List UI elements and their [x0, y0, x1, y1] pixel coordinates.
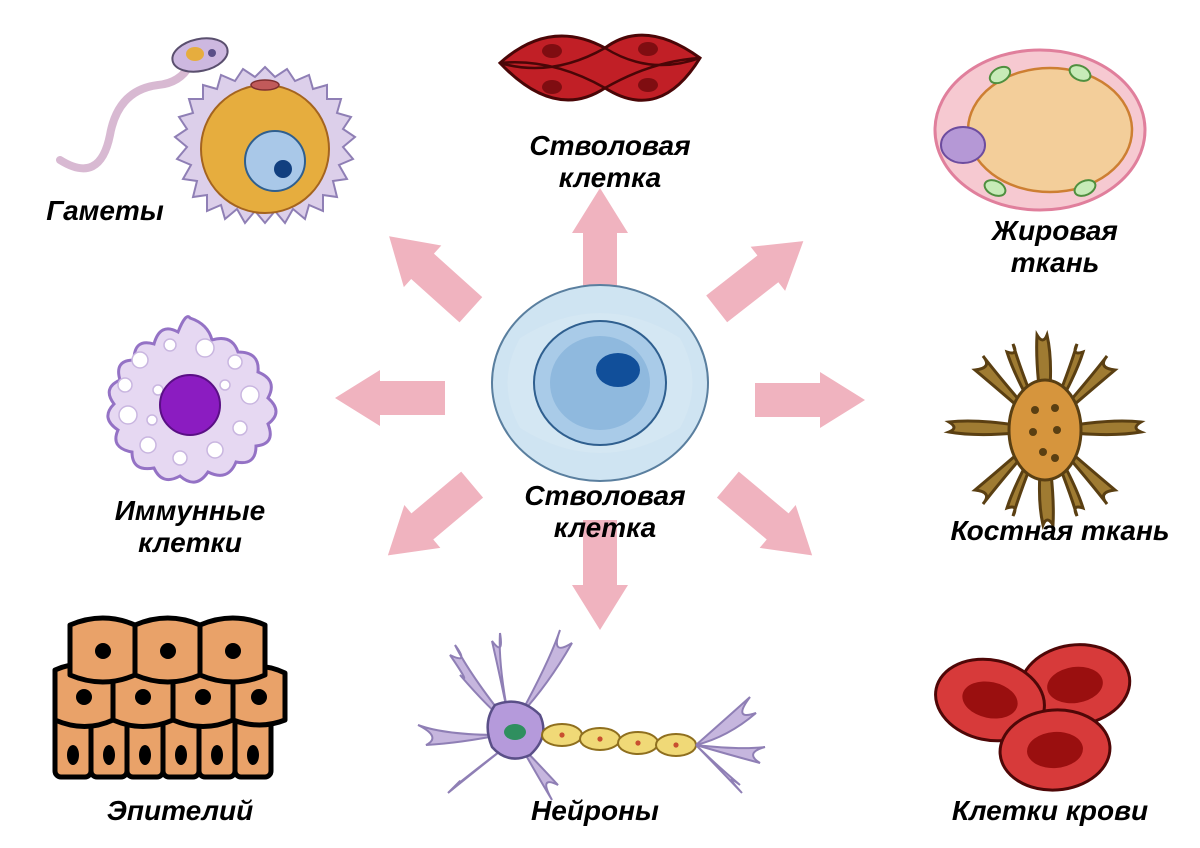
- immune-cell-icon: [80, 300, 300, 500]
- arrow-left: [315, 358, 465, 438]
- muscle-cell-icon: [485, 8, 715, 138]
- epithelium-label: Эпителий: [70, 795, 290, 827]
- blood-cells-icon: [920, 620, 1150, 800]
- immune-label: Иммунныеклетки: [80, 495, 300, 559]
- epithelium-icon: [35, 585, 315, 795]
- fat-label: Жироваяткань: [955, 215, 1155, 279]
- stem-cell-label: Стволоваяклетка: [490, 480, 720, 544]
- bone-cell-icon: [935, 330, 1155, 530]
- neuron-icon: [400, 615, 780, 805]
- gametes-label: Гаметы: [30, 195, 180, 227]
- muscle-label: Стволоваяклетка: [510, 130, 710, 194]
- bone-label: Костная ткань: [930, 515, 1190, 547]
- neuron-label: Нейроны: [495, 795, 695, 827]
- blood-label: Клетки крови: [920, 795, 1180, 827]
- stem-cell-icon: [480, 278, 720, 498]
- fat-cell-icon: [925, 40, 1155, 220]
- diagram-canvas: Стволоваяклетка Гаметы Стволоваяклетка: [0, 0, 1200, 848]
- arrow-right: [735, 360, 885, 440]
